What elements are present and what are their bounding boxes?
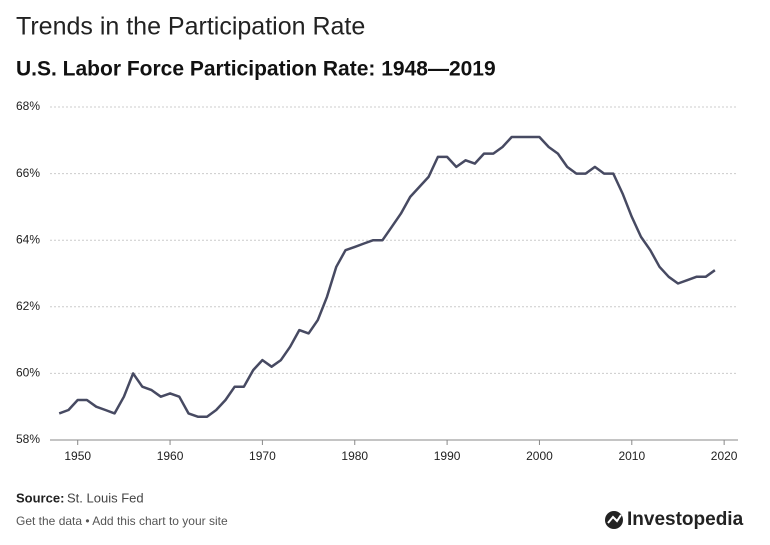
x-tick-label: 1990 [434, 449, 461, 463]
chart-subtitle: U.S. Labor Force Participation Rate: 194… [16, 58, 496, 81]
x-tick-label: 2010 [618, 449, 645, 463]
source-label: Source: [16, 490, 64, 505]
x-tick-label: 1970 [249, 449, 276, 463]
footer-links[interactable]: Get the data • Add this chart to your si… [16, 514, 228, 528]
y-tick-label: 68% [16, 99, 40, 113]
y-tick-label: 64% [16, 232, 40, 246]
y-tick-label: 60% [16, 366, 40, 380]
brand-icon [605, 511, 623, 529]
source: St. Louis Fed [67, 490, 144, 505]
x-tick-label: 1950 [64, 449, 91, 463]
y-tick-label: 66% [16, 166, 40, 180]
brand-icon-mark [607, 514, 622, 524]
chart-title: Trends in the Participation Rate [16, 13, 365, 41]
x-tick-label: 2000 [526, 449, 553, 463]
x-tick-label: 1960 [157, 449, 184, 463]
brand: Investopedia [627, 509, 744, 530]
y-tick-label: 58% [16, 432, 40, 446]
x-tick-label: 2020 [711, 449, 738, 463]
x-tick-label: 1980 [341, 449, 368, 463]
y-tick-label: 62% [16, 299, 40, 313]
data-line [58, 135, 716, 418]
